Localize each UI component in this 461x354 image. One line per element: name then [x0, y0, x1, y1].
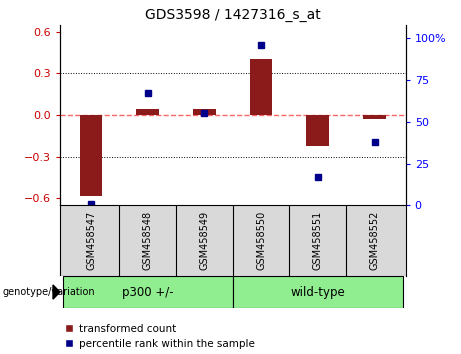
Text: p300 +/-: p300 +/-	[122, 286, 174, 298]
Text: GSM458548: GSM458548	[143, 211, 153, 270]
Text: GSM458549: GSM458549	[200, 211, 209, 270]
Text: genotype/variation: genotype/variation	[2, 287, 95, 297]
Text: GSM458552: GSM458552	[370, 211, 379, 270]
Text: wild-type: wild-type	[290, 286, 345, 298]
Bar	[233, 276, 403, 308]
Bar	[307, 115, 329, 145]
Text: GSM458551: GSM458551	[313, 211, 323, 270]
Legend: transformed count, percentile rank within the sample: transformed count, percentile rank withi…	[65, 324, 254, 349]
Text: GSM458547: GSM458547	[86, 211, 96, 270]
Bar	[63, 276, 233, 308]
Bar	[193, 109, 216, 115]
Bar	[250, 59, 272, 115]
Bar	[136, 109, 159, 115]
Title: GDS3598 / 1427316_s_at: GDS3598 / 1427316_s_at	[145, 8, 321, 22]
Bar	[80, 115, 102, 196]
Bar	[363, 115, 386, 119]
Text: GSM458550: GSM458550	[256, 211, 266, 270]
